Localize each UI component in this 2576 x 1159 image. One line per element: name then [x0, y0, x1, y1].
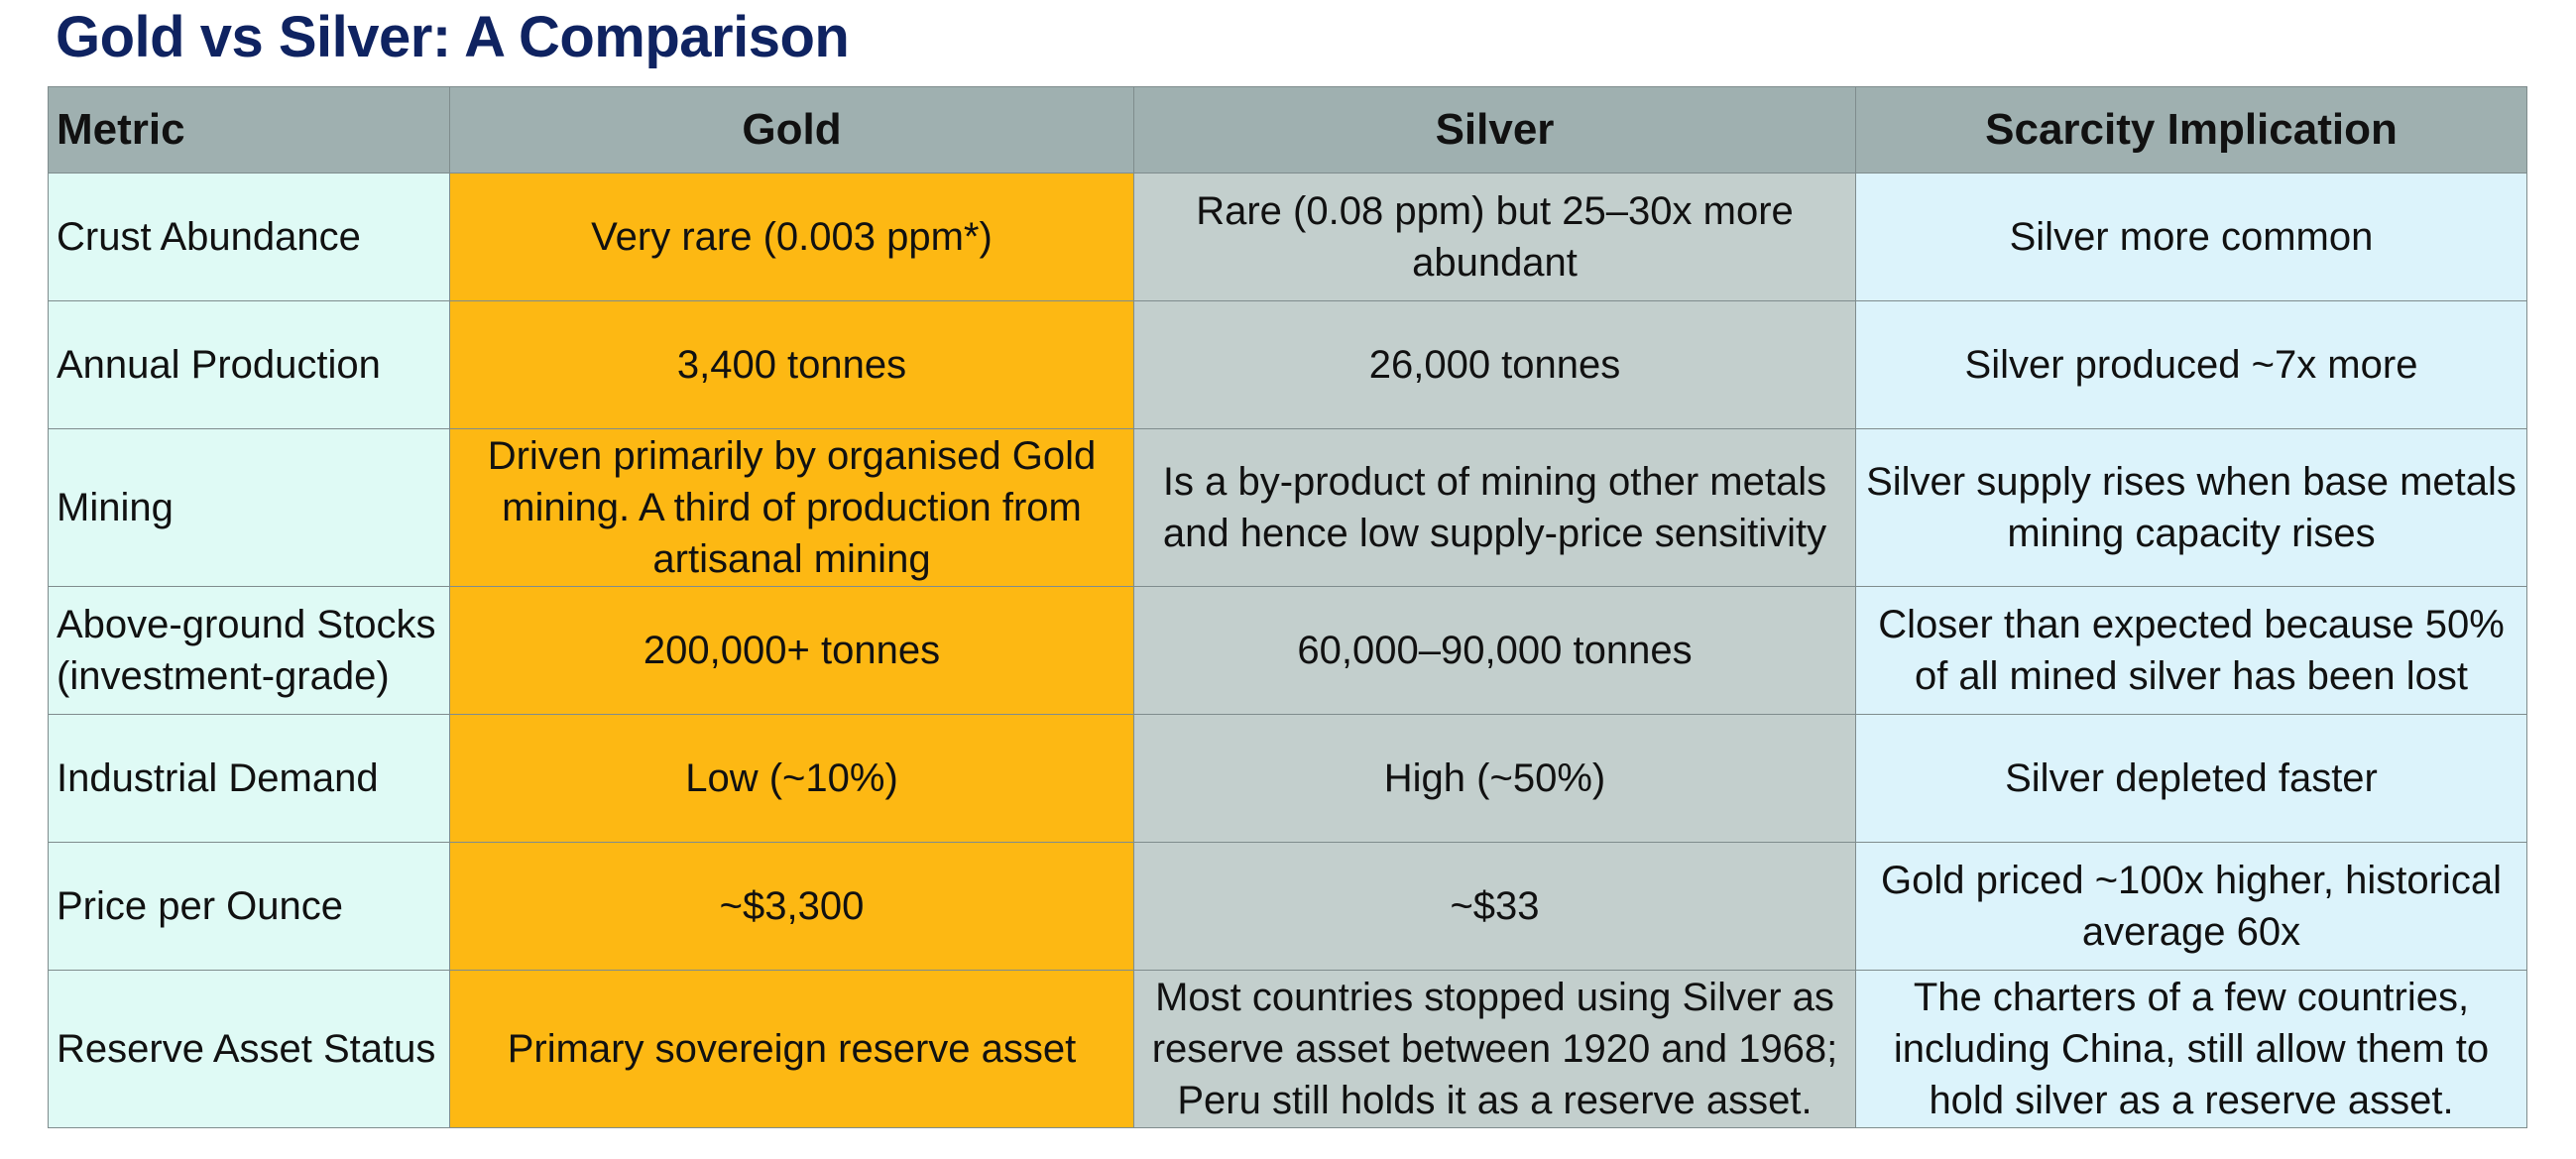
gold-cell: ~$3,300 [449, 842, 1134, 971]
implication-cell: Gold priced ~100x higher, historical ave… [1855, 842, 2527, 971]
silver-cell: ~$33 [1133, 842, 1856, 971]
silver-cell: 60,000–90,000 tonnes [1133, 586, 1856, 715]
implication-cell: Closer than expected because 50% of all … [1855, 586, 2527, 715]
metric-cell: Mining [48, 428, 450, 587]
implication-cell: Silver produced ~7x more [1855, 300, 2527, 429]
gold-cell: Primary sovereign reserve asset [449, 970, 1134, 1128]
header-silver: Silver [1133, 86, 1856, 174]
metric-cell: Annual Production [48, 300, 450, 429]
table-row: Above-ground Stocks (investment-grade) 2… [48, 586, 2527, 715]
silver-cell: High (~50%) [1133, 714, 1856, 843]
metric-cell: Above-ground Stocks (investment-grade) [48, 586, 450, 715]
gold-cell: Driven primarily by organised Gold minin… [449, 428, 1134, 587]
metric-cell: Crust Abundance [48, 173, 450, 301]
table-header-row: Metric Gold Silver Scarcity Implication [48, 86, 2527, 174]
silver-cell: Is a by-product of mining other metals a… [1133, 428, 1856, 587]
comparison-table: Metric Gold Silver Scarcity Implication … [48, 86, 2527, 1128]
metric-cell: Reserve Asset Status [48, 970, 450, 1128]
table-row: Reserve Asset Status Primary sovereign r… [48, 970, 2527, 1128]
silver-cell: Most countries stopped using Silver as r… [1133, 970, 1856, 1128]
implication-cell: The charters of a few countries, includi… [1855, 970, 2527, 1128]
gold-cell: Low (~10%) [449, 714, 1134, 843]
implication-cell: Silver more common [1855, 173, 2527, 301]
gold-cell: Very rare (0.003 ppm*) [449, 173, 1134, 301]
header-implication: Scarcity Implication [1855, 86, 2527, 174]
table-row: Annual Production 3,400 tonnes 26,000 to… [48, 300, 2527, 429]
metric-cell: Price per Ounce [48, 842, 450, 971]
silver-cell: 26,000 tonnes [1133, 300, 1856, 429]
page-title: Gold vs Silver: A Comparison [56, 5, 850, 69]
table-row: Crust Abundance Very rare (0.003 ppm*) R… [48, 173, 2527, 301]
table-row: Mining Driven primarily by organised Gol… [48, 428, 2527, 587]
implication-cell: Silver depleted faster [1855, 714, 2527, 843]
header-gold: Gold [449, 86, 1134, 174]
implication-cell: Silver supply rises when base metals min… [1855, 428, 2527, 587]
table-row: Price per Ounce ~$3,300 ~$33 Gold priced… [48, 842, 2527, 971]
header-metric: Metric [48, 86, 450, 174]
silver-cell: Rare (0.08 ppm) but 25–30x more abundant [1133, 173, 1856, 301]
gold-cell: 3,400 tonnes [449, 300, 1134, 429]
metric-cell: Industrial Demand [48, 714, 450, 843]
gold-cell: 200,000+ tonnes [449, 586, 1134, 715]
table-row: Industrial Demand Low (~10%) High (~50%)… [48, 714, 2527, 843]
